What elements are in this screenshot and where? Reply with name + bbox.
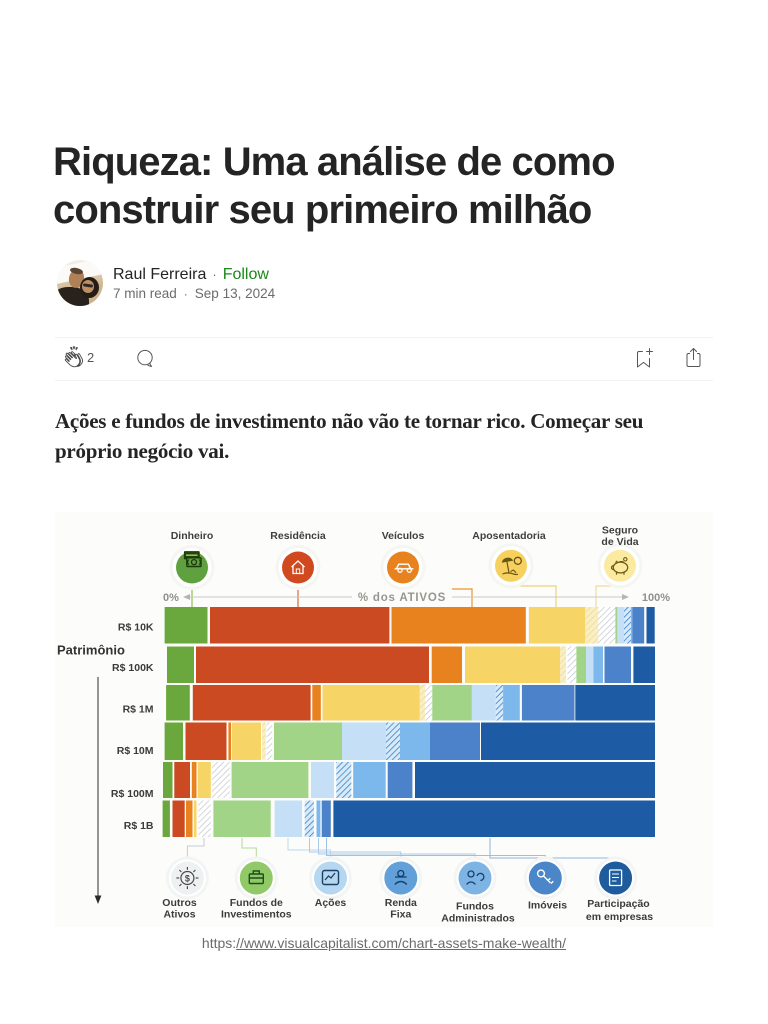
svg-text:Investimentos: Investimentos [221, 909, 292, 921]
svg-text:Fundos de: Fundos de [230, 897, 283, 909]
svg-text:R$ 1M: R$ 1M [123, 704, 154, 716]
svg-text:Aposentadoria: Aposentadoria [472, 530, 546, 542]
svg-text:Patrimônio: Patrimônio [57, 643, 125, 658]
svg-text:R$ 10K: R$ 10K [118, 622, 154, 634]
svg-text:Veículos: Veículos [382, 530, 425, 542]
svg-text:% dos ATIVOS: % dos ATIVOS [358, 592, 446, 604]
svg-text:R$ 10M: R$ 10M [117, 745, 154, 757]
svg-text:Fundos: Fundos [456, 901, 494, 913]
svg-text:$: $ [185, 874, 190, 884]
svg-text:Seguro: Seguro [602, 525, 638, 537]
svg-text:Renda: Renda [385, 897, 417, 909]
svg-text:Imóveis: Imóveis [528, 900, 567, 912]
svg-text:0%: 0% [163, 592, 179, 604]
svg-text:R$ 1B: R$ 1B [124, 820, 154, 832]
svg-text:Ações: Ações [315, 897, 347, 909]
svg-text:Residência: Residência [270, 530, 326, 542]
svg-text:Participação: Participação [587, 898, 649, 910]
svg-text:Ativos: Ativos [163, 909, 195, 921]
svg-text:Outros: Outros [162, 897, 197, 909]
svg-text:Dinheiro: Dinheiro [171, 530, 214, 542]
svg-text:R$ 100M: R$ 100M [111, 788, 154, 800]
svg-text:100%: 100% [642, 592, 670, 604]
svg-text:R$ 100K: R$ 100K [112, 662, 154, 674]
svg-text:de Vida: de Vida [601, 536, 638, 548]
svg-text:Fixa: Fixa [390, 909, 411, 921]
svg-text:Administrados: Administrados [441, 913, 515, 925]
svg-text:em empresas: em empresas [586, 911, 653, 923]
